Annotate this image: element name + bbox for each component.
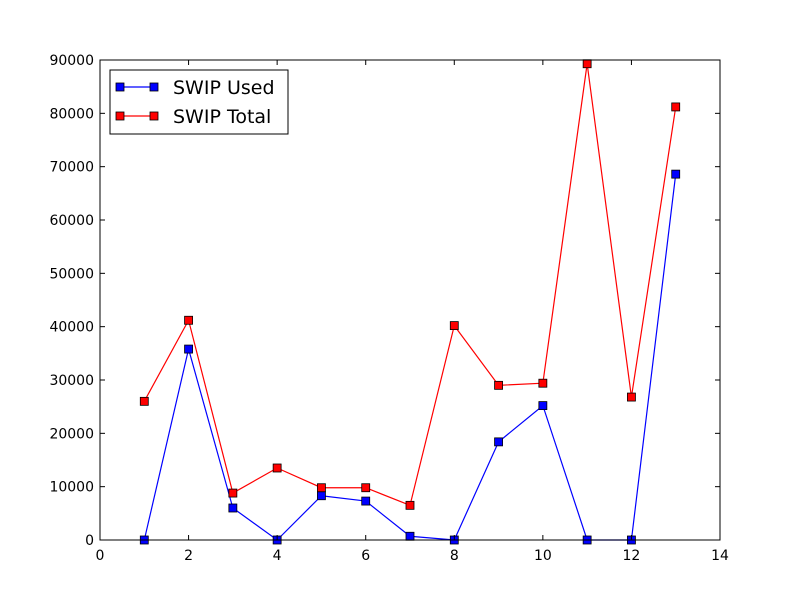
plot-frame — [99, 59, 721, 541]
x-tick-label: 12 — [623, 548, 641, 564]
data-point — [671, 169, 681, 179]
legend-marker — [149, 111, 159, 121]
data-point — [538, 378, 548, 388]
x-tick-label: 6 — [361, 548, 370, 564]
data-point — [317, 491, 326, 501]
ticks-layer: 0 2 4 6 8 10 12 14 0 10000 20000 30000 40000 50000 600… — [49, 53, 729, 564]
x-tick-label: 14 — [711, 548, 729, 564]
y-tick-label: 90000 — [49, 53, 94, 69]
data-point — [139, 396, 149, 406]
data-point — [405, 531, 415, 541]
data-point — [405, 500, 415, 510]
data-point — [494, 437, 503, 447]
data-point — [538, 401, 548, 411]
legend-marker — [115, 82, 125, 92]
y-tick-label: 10000 — [49, 480, 94, 496]
data-point — [671, 102, 681, 112]
data-point — [228, 488, 238, 498]
data-point — [494, 380, 503, 390]
legend-item: SWIP Total — [115, 106, 271, 128]
data-point — [361, 483, 371, 493]
data-point — [317, 483, 326, 493]
y-tick-label: 70000 — [49, 160, 94, 176]
x-tick-label: 8 — [450, 548, 459, 564]
series-1 — [139, 59, 681, 510]
y-tick-label: 80000 — [49, 106, 94, 122]
legend-box — [109, 69, 289, 135]
data-point — [361, 496, 371, 506]
legend-marker — [115, 111, 125, 121]
y-tick-label: 30000 — [49, 373, 94, 389]
y-tick-label: 20000 — [49, 426, 94, 442]
y-tick-label: 60000 — [49, 213, 94, 229]
y-tick-label: 0 — [85, 533, 94, 549]
data-point — [582, 59, 592, 69]
data-point — [272, 463, 282, 473]
y-tick-label: 50000 — [49, 266, 94, 282]
y-tick-label: 40000 — [49, 320, 94, 336]
legend-label: SWIP Total — [173, 106, 271, 128]
x-tick-label: 0 — [96, 548, 105, 564]
plot-area — [100, 60, 720, 540]
legend: SWIP Used SWIP Total — [109, 69, 289, 135]
data-point — [449, 321, 459, 331]
x-tick-label: 4 — [273, 548, 282, 564]
x-tick-label: 10 — [534, 548, 552, 564]
data-point — [627, 392, 636, 402]
x-tick-label: 2 — [184, 548, 193, 564]
data-point — [184, 344, 193, 354]
data-point — [184, 315, 193, 325]
legend-label: SWIP Used — [173, 77, 275, 99]
legend-marker — [149, 82, 159, 92]
legend-item: SWIP Used — [115, 77, 275, 99]
data-point — [228, 503, 238, 513]
